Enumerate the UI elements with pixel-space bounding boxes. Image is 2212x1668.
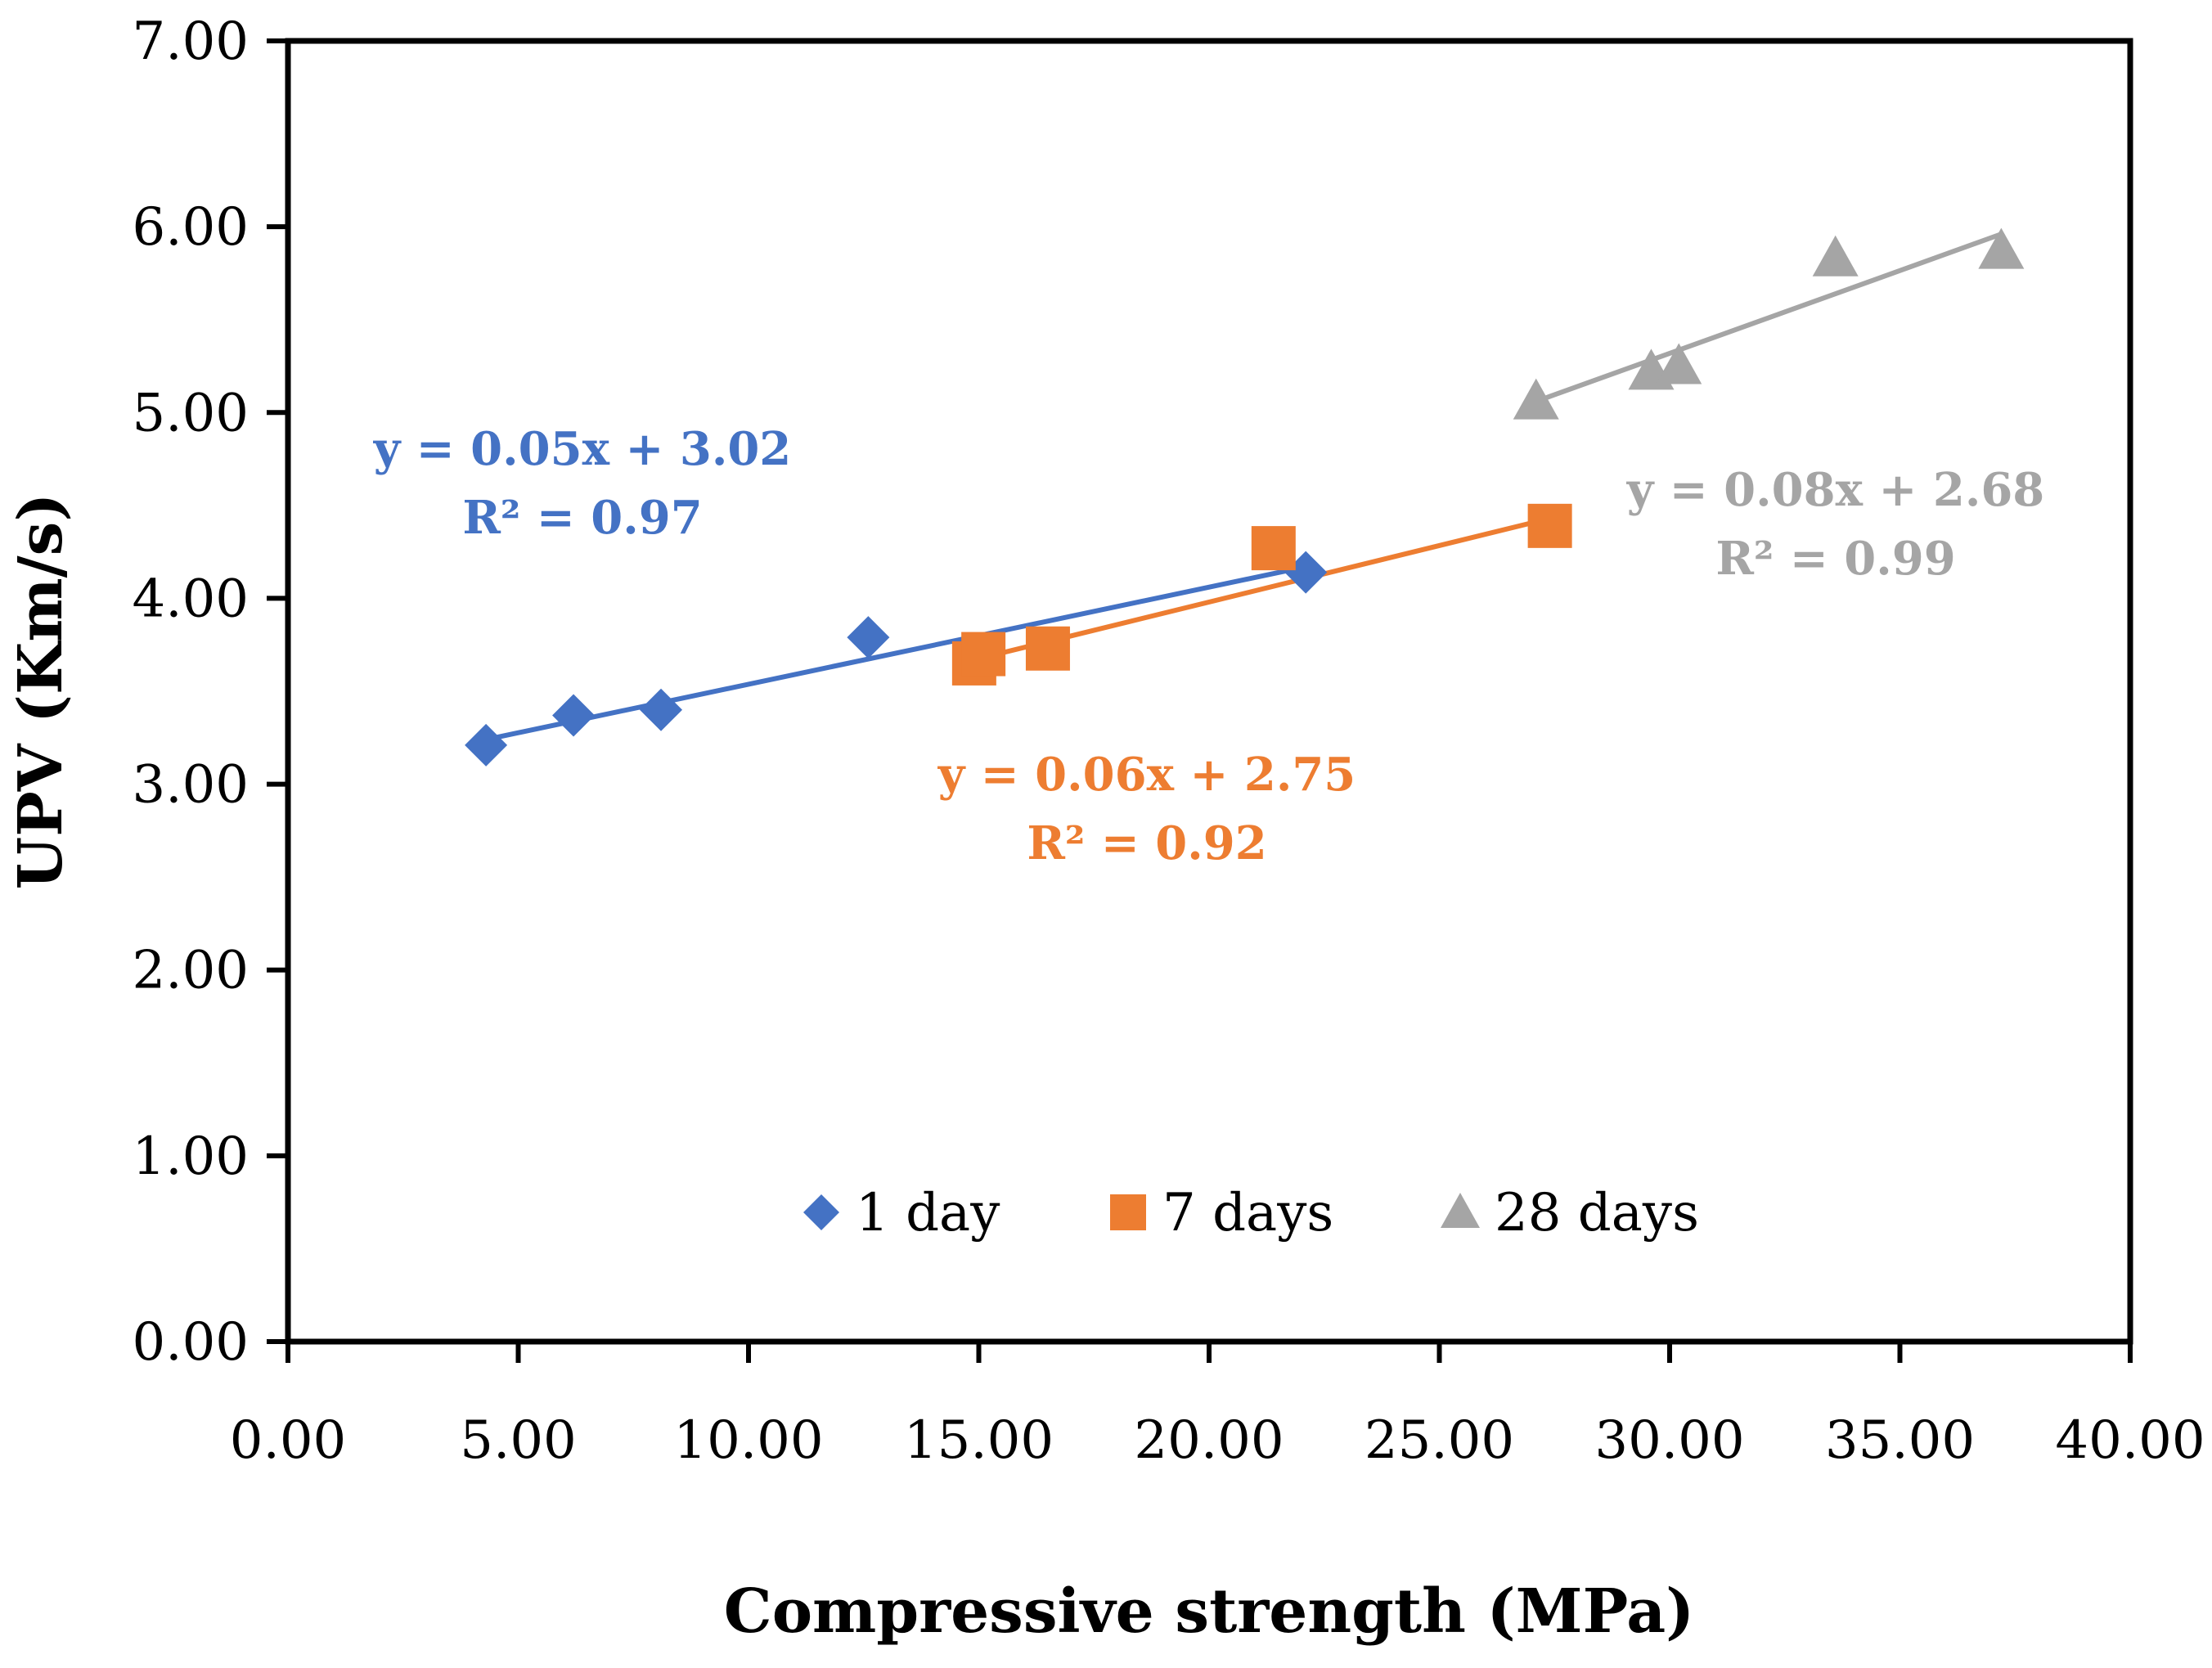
y-tick-label: 1.00 xyxy=(133,1126,250,1187)
legend-marker-1-day xyxy=(803,1194,839,1230)
legend-marker-7-days xyxy=(1110,1194,1146,1230)
r2-label-1-day: R² = 0.97 xyxy=(462,491,702,545)
data-point-28-days xyxy=(1656,343,1702,384)
axes-layer: 0.00 5.00 10.00 15.00 20.00 25.00 30.00 35.00 40… xyxy=(6,11,2205,1647)
y-tick-label: 6.00 xyxy=(133,197,250,258)
legend-marker-28-days xyxy=(1441,1193,1480,1228)
trendlines-layer xyxy=(485,232,2003,742)
y-tick-label: 7.00 xyxy=(133,11,250,72)
equation-label-7-days: y = 0.06x + 2.75 xyxy=(937,748,1356,802)
equation-label-28-days: y = 0.08x + 2.68 xyxy=(1626,463,2045,517)
y-axis-title: UPV (Km/s) xyxy=(6,493,76,890)
x-tick-label: 30.00 xyxy=(1594,1410,1744,1471)
data-point-1-day xyxy=(847,616,890,659)
data-point-7-days xyxy=(1251,526,1296,571)
y-tick-label: 4.00 xyxy=(133,569,250,629)
x-tick-label: 5.00 xyxy=(460,1410,577,1471)
x-tick-label: 40.00 xyxy=(2055,1410,2205,1471)
x-tick-label: 0.00 xyxy=(230,1410,347,1471)
x-tick-label: 35.00 xyxy=(1825,1410,1975,1471)
data-point-1-day xyxy=(465,723,508,767)
data-point-7-days xyxy=(961,632,1006,677)
plot-area-border xyxy=(285,38,2133,1345)
data-point-28-days xyxy=(1812,235,1859,277)
x-tick-label: 10.00 xyxy=(673,1410,823,1471)
r2-label-7-days: R² = 0.92 xyxy=(1027,816,1266,870)
legend-label-7-days: 7 days xyxy=(1162,1183,1333,1243)
data-point-28-days xyxy=(1513,378,1559,420)
y-tick-label: 0.00 xyxy=(133,1312,250,1373)
equation-label-1-day: y = 0.05x + 3.02 xyxy=(373,422,792,476)
trendline-1-day xyxy=(485,564,1306,742)
x-tick-label: 20.00 xyxy=(1134,1410,1284,1471)
data-point-7-days xyxy=(1025,626,1070,671)
data-point-28-days xyxy=(1978,227,2025,269)
data-point-1-day xyxy=(640,688,683,731)
data-point-1-day xyxy=(552,694,596,737)
x-axis-title: Compressive strength (MPa) xyxy=(724,1576,1694,1647)
data-point-7-days xyxy=(1527,503,1572,548)
points-layer xyxy=(465,227,2025,767)
legend: 1 day 7 days 28 days xyxy=(803,1183,1699,1243)
y-tick-label: 2.00 xyxy=(133,941,250,1001)
legend-label-28-days: 28 days xyxy=(1495,1183,1699,1243)
y-tick-label: 3.00 xyxy=(133,755,250,816)
trendline-7-days xyxy=(973,515,1551,663)
legend-label-1-day: 1 day xyxy=(856,1183,1000,1243)
trendline-28-days xyxy=(1535,232,2003,404)
r2-label-28-days: R² = 0.99 xyxy=(1715,532,1955,586)
labels-layer: y = 0.05x + 3.02 R² = 0.97 y = 0.06x + 2.7… xyxy=(373,422,2045,870)
x-tick-label: 15.00 xyxy=(904,1410,1054,1471)
x-tick-label: 25.00 xyxy=(1365,1410,1514,1471)
y-tick-label: 5.00 xyxy=(133,383,250,443)
